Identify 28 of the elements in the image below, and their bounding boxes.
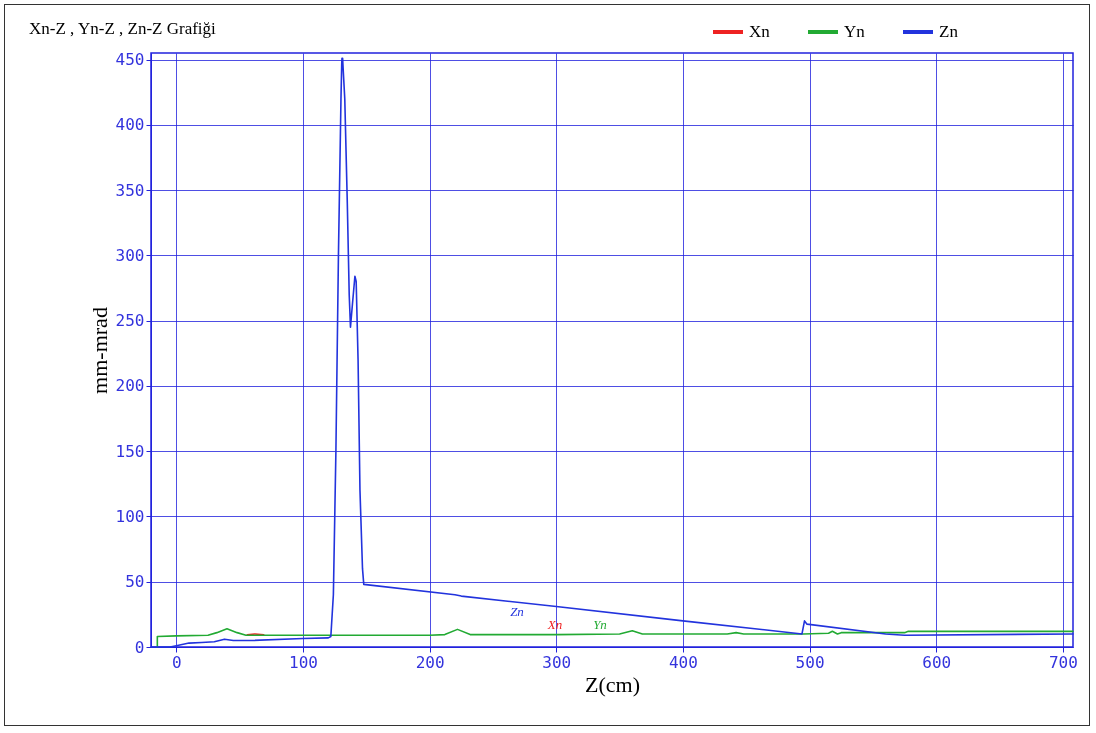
y-tick-label: 250 <box>115 311 145 331</box>
y-tick-label: 450 <box>115 50 145 70</box>
y-tick-label: 100 <box>115 506 145 526</box>
y-tick-label: 200 <box>115 376 145 396</box>
legend-label: Zn <box>939 22 959 41</box>
y-axis-title: mm-mrad <box>86 307 112 394</box>
line-series <box>150 57 1074 648</box>
x-tick-label: 600 <box>922 652 952 672</box>
y-tick-label: 400 <box>115 115 145 135</box>
x-axis-title: Z(cm) <box>585 671 640 697</box>
x-tick-label: 700 <box>1048 652 1078 672</box>
legend-label: Yn <box>844 22 866 41</box>
y-tick-label: 150 <box>115 441 145 461</box>
x-tick-label: 200 <box>415 652 445 672</box>
y-tick-label: 300 <box>115 245 145 265</box>
x-tick-label: 500 <box>795 652 825 672</box>
x-tick-label: 300 <box>542 652 572 672</box>
chart-title: Xn-Z , Yn-Z , Zn-Z Grafiği <box>29 19 217 38</box>
annotation: Zn <box>510 604 524 619</box>
x-tick-label: 0 <box>172 652 182 672</box>
annotation: Yn <box>593 617 607 632</box>
line-series <box>156 627 1074 648</box>
x-tick-label: 100 <box>289 652 318 672</box>
y-tick-label: 50 <box>125 572 145 592</box>
y-tick-label: 0 <box>134 637 145 657</box>
x-tick-label: 400 <box>668 652 698 672</box>
y-tick-label: 350 <box>115 180 145 200</box>
legend-label: Xn <box>749 22 771 41</box>
